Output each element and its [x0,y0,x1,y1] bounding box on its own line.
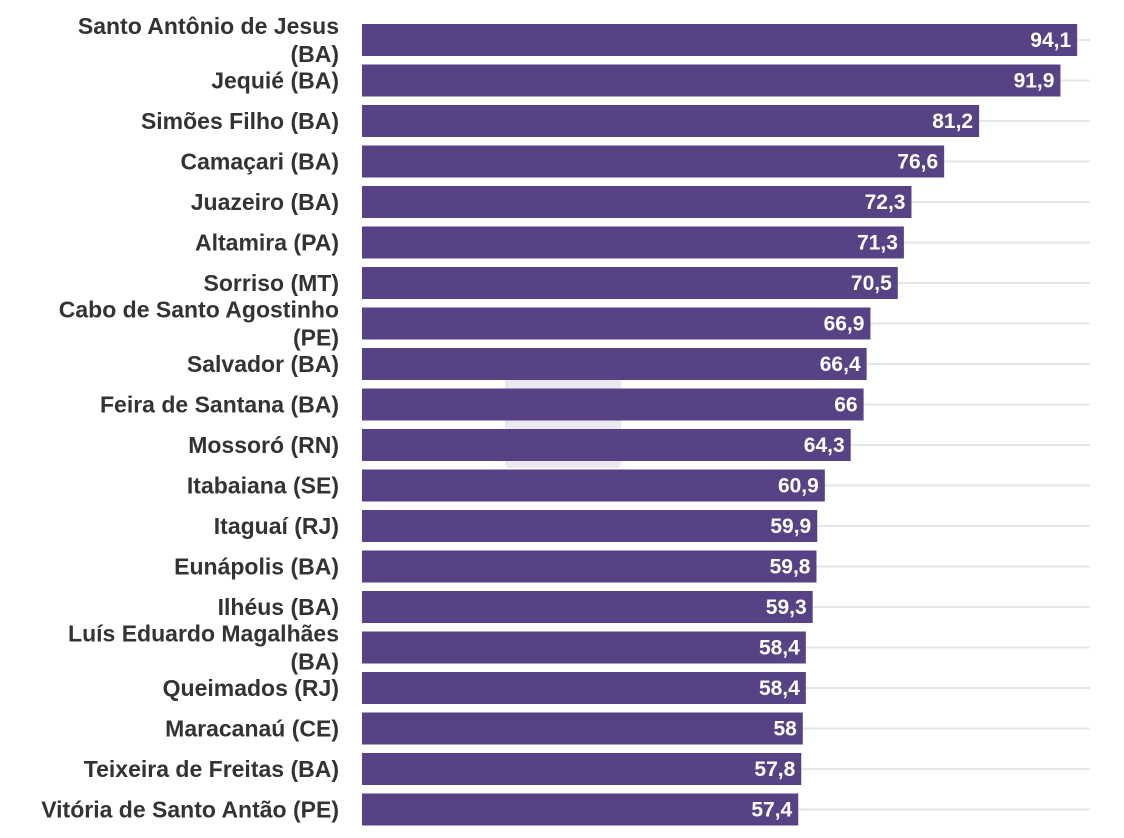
category-label: Mossoró (RN) [188,432,339,458]
value-label: 66,9 [824,313,865,336]
category-label: Itabaiana (SE) [187,473,339,499]
value-label: 57,4 [751,799,792,822]
category-label: Queimados (RJ) [163,675,339,701]
category-label-line: (PE) [293,325,339,351]
category-label: Simões Filho (BA) [141,108,339,134]
value-label: 66,4 [820,353,861,376]
value-label: 66 [834,394,857,417]
bar [362,793,799,826]
bar [362,348,867,380]
bar [362,591,813,623]
bar [362,226,904,259]
bar [362,145,945,178]
bars [362,24,1078,826]
value-label: 71,3 [857,232,898,255]
category-label: Santo Antônio de Jesus (BA) [78,13,339,67]
bar [362,672,806,704]
category-label: Vitória de Santo Antão (PE) [41,797,339,823]
category-label-line: Cabo de Santo Agostinho [59,297,339,323]
category-label-line: Santo Antônio de Jesus [78,13,339,39]
category-label: Cabo de Santo Agostinho (PE) [59,297,339,351]
bar [362,307,871,340]
category-label: Altamira (PA) [195,230,339,256]
value-label: 70,5 [851,272,892,295]
value-label: 57,8 [754,758,795,781]
bar [362,186,912,218]
bar [362,429,851,461]
bar [362,753,802,785]
value-label: 81,2 [932,110,973,133]
value-label: 60,9 [778,475,819,498]
bar [362,24,1078,56]
value-label: 59,3 [766,596,807,619]
category-label: Eunápolis (BA) [174,554,339,580]
bar [362,510,818,542]
value-label: 59,8 [770,556,811,579]
bar [362,267,898,299]
category-label-line: Luís Eduardo Magalhães [68,621,339,647]
category-label-line: (BA) [290,41,339,67]
value-label: 58,4 [759,637,800,660]
bar [362,550,817,583]
category-label-line: (BA) [290,649,339,675]
category-label: Sorriso (MT) [204,270,339,296]
value-label: 72,3 [865,191,906,214]
bar [362,105,980,137]
bar [362,631,806,664]
value-label: 59,9 [770,515,811,538]
category-label: Teixeira de Freitas (BA) [84,756,339,782]
bar [362,64,1061,97]
category-label: Feira de Santana (BA) [100,392,339,418]
category-label: Maracanaú (CE) [165,716,339,742]
value-label: 76,6 [897,151,938,174]
category-labels: Santo Antônio de Jesus (BA)Jequié (BA)Sim… [41,13,339,823]
category-label: Salvador (BA) [187,351,339,377]
bar [362,469,825,502]
category-label: Itaguaí (RJ) [214,513,339,539]
category-label: Jequié (BA) [211,68,339,94]
category-label: Juazeiro (BA) [191,189,339,215]
category-label: Ilhéus (BA) [218,594,339,620]
value-label: 94,1 [1030,29,1071,52]
bar [362,388,864,421]
category-label: Luís Eduardo Magalhães (BA) [68,621,339,675]
bar [362,712,803,745]
category-label: Camaçari (BA) [181,149,340,175]
value-label: 58 [773,718,797,741]
value-label: 64,3 [804,434,845,457]
value-label: 58,4 [759,677,800,700]
value-label: 91,9 [1014,70,1055,93]
value-labels: 94,1 91,9 81,2 76,6 72,3 71,3 70,5 66,9 66,4 66 64… [751,29,1071,822]
